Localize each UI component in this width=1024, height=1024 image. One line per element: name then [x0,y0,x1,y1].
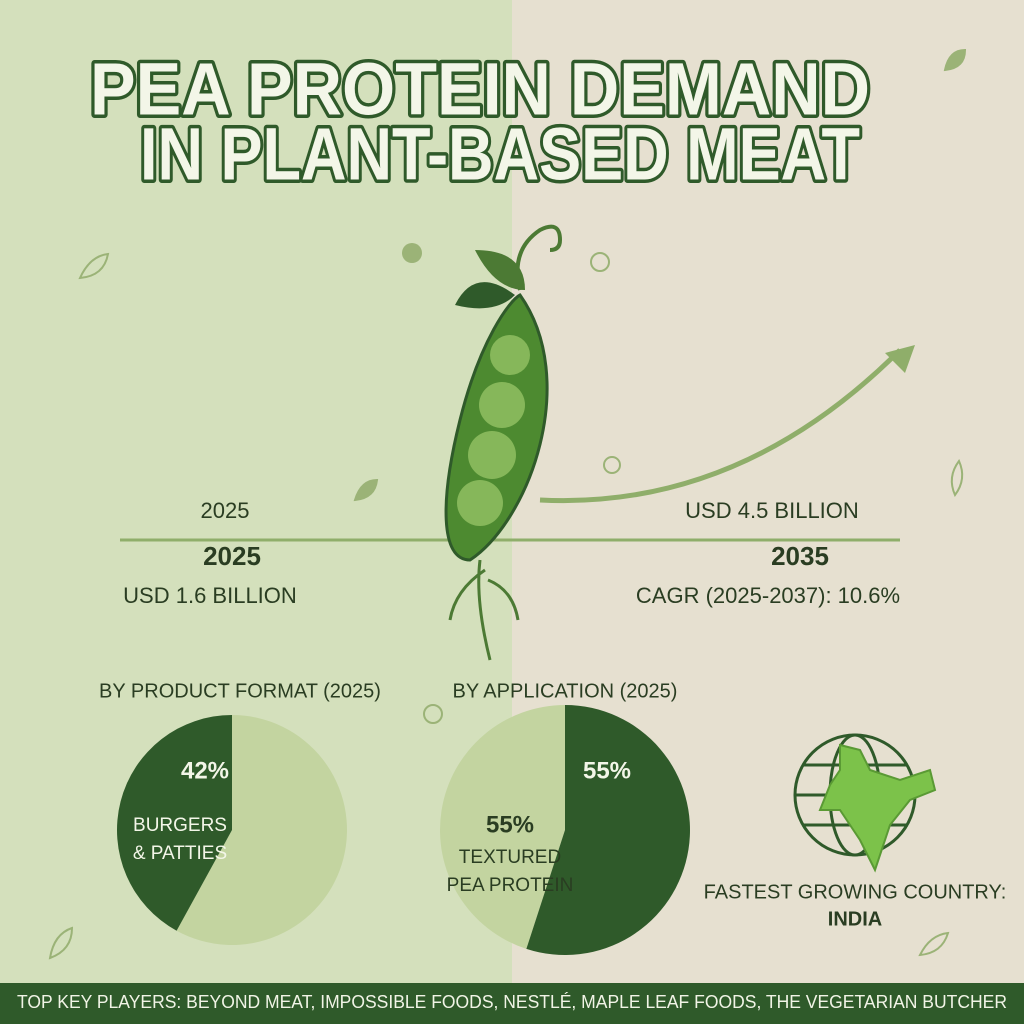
timeline-end-year: 2035 [771,541,829,571]
pie-charts: BY PRODUCT FORMAT (2025) 42% BURGERS & PATT… [99,680,690,956]
segment-text: & PATTIES [133,843,227,864]
globe-icon [793,733,937,873]
decorations [48,48,967,960]
pie-value-label: 42% [181,757,229,784]
pie-rest [440,705,565,949]
pie-title: BY PRODUCT FORMAT (2025) [99,680,381,702]
segment-text: TEXTURED [459,847,561,868]
segment-text: PEA PROTEIN [447,875,574,896]
segment-label: 55% [486,811,534,838]
pie-slice [526,705,690,956]
timeline-end-note: CAGR (2025-2037): 10.6% [636,583,900,608]
timeline-start-caption: 2025 [201,498,250,523]
title-line: IN PLANT-BASED MEAT [140,113,860,196]
timeline-start-value: USD 1.6 BILLION [123,583,297,608]
title-line: PEA PROTEIN DEMAND [90,48,870,131]
pie-slice [117,715,232,931]
country-caption: FASTEST GROWING COUNTRY: [704,881,1007,903]
timeline-start-year: 2025 [203,541,261,571]
segment-text: BURGERS [133,815,227,836]
timeline-end-caption: USD 4.5 BILLION [685,498,859,523]
pie-rest [176,715,348,945]
footer-text: TOP KEY PLAYERS: BEYOND MEAT, IMPOSSIBLE… [17,992,1007,1012]
footer-bar [0,983,1024,1024]
pie-title: BY APPLICATION (2025) [453,680,678,702]
country-name: INDIA [828,908,882,930]
pie-value-label: 55% [583,757,631,784]
pea-pod [444,224,563,661]
